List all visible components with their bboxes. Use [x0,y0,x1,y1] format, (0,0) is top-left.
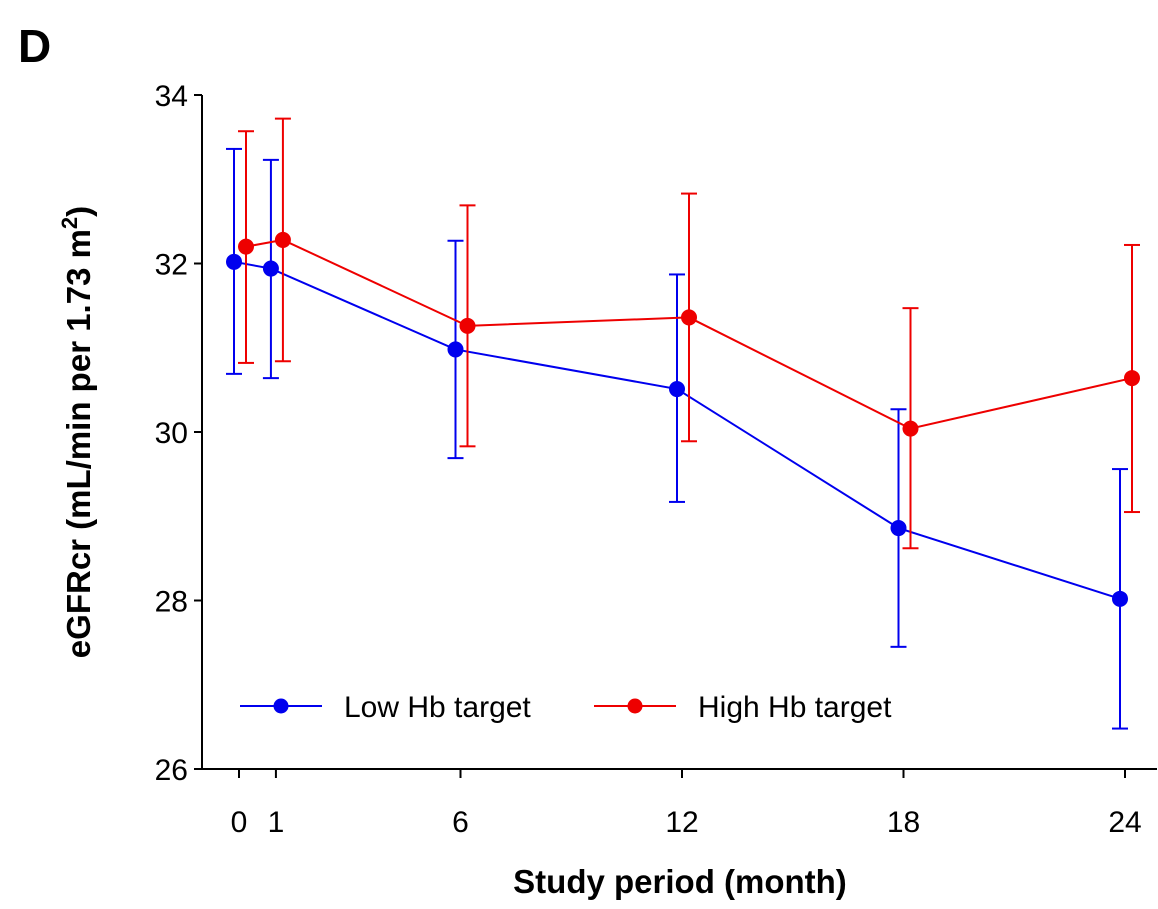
x-tick-label: 18 [887,806,920,839]
data-point [238,238,254,255]
x-axis-title: Study period (month) [513,863,847,900]
data-point [1124,370,1140,387]
y-axis-title: eGFRcr (mL/min per 1.73 m2) [57,206,97,658]
y-tick-label: 26 [155,754,188,787]
data-point [447,341,464,358]
panel-label: D [18,20,51,72]
data-point [669,381,685,398]
axes: 26 28 30 32 34 0 1 6 12 18 24 [155,80,1157,839]
y-tick-label: 34 [155,80,188,113]
data-point [890,520,907,537]
x-tick-label: 1 [268,806,285,839]
x-tick-label: 12 [665,806,698,839]
legend: Low Hb target High Hb target [240,691,892,724]
legend-label-high: High Hb target [698,691,892,724]
y-tick-label: 30 [155,417,188,450]
series-high-hb [238,117,1140,550]
data-point [262,260,279,277]
data-point [1112,590,1128,607]
series-layer [226,117,1140,730]
data-point [226,253,242,270]
y-tick-label: 28 [155,586,188,619]
data-point [459,317,476,334]
series-low-hb [226,147,1128,730]
x-tick-label: 6 [452,806,469,839]
legend-marker-low [273,698,289,714]
y-tick-label: 32 [155,249,188,282]
data-point [902,420,919,437]
legend-label-low: Low Hb target [344,691,531,724]
x-tick-label: 24 [1108,806,1141,839]
data-point [681,309,697,326]
x-tick-label: 0 [231,806,248,839]
legend-marker-high [627,698,643,714]
data-point [274,231,291,248]
